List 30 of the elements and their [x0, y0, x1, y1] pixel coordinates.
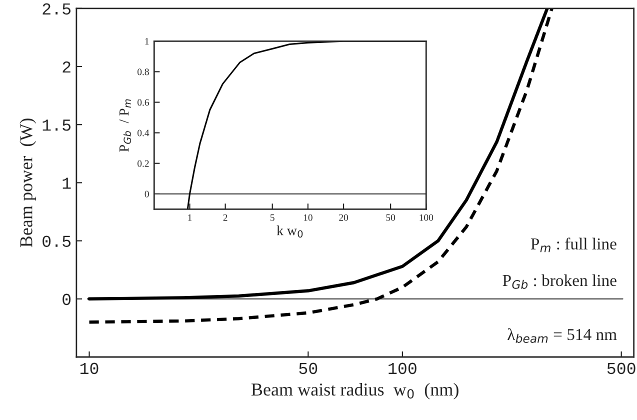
- y-axis-title: Beam power (W): [20, 118, 36, 248]
- x-tick-label: 50: [386, 214, 396, 221]
- y-tick-label: 1: [62, 178, 71, 189]
- y-tick-label: 0.2: [138, 160, 149, 167]
- x-tick-label: 100: [388, 362, 416, 374]
- x-tick-label: 20: [339, 214, 348, 221]
- y-tick-label: 0: [62, 294, 71, 306]
- y-tick-label: 0.6: [138, 99, 150, 106]
- annotation: λ$_{beam}$ = 514 nm: [508, 328, 617, 343]
- annotation: P$_{Gb}$ : broken line: [502, 274, 616, 289]
- x-tick-label: 10: [304, 214, 312, 221]
- x-tick-label: 1: [188, 214, 192, 221]
- x-tick-label: 100: [420, 214, 434, 221]
- x-tick-label: 2: [223, 214, 228, 221]
- y-axis-title: P$_{Gb}$ / P$_{m}$: [119, 99, 132, 152]
- y-tick-label: 0.4: [138, 130, 150, 136]
- x-tick-label: 5: [270, 214, 274, 221]
- annotation: P$_{m}$ : full line: [530, 238, 616, 252]
- y-tick-label: 1: [145, 38, 149, 45]
- x-tick-label: 500: [607, 362, 636, 374]
- y-tick-label: 1.5: [42, 120, 71, 131]
- x-axis-title: k w$_{0}$: [276, 226, 303, 238]
- x-tick-label: 50: [299, 362, 318, 374]
- x-axis-title: Beam waist radius w$_{0}$ (nm): [251, 382, 458, 400]
- y-tick-label: 0: [144, 190, 149, 198]
- y-tick-label: 0.5: [42, 236, 71, 248]
- y-tick-label: 2.5: [42, 3, 71, 15]
- x-tick-label: 10: [80, 362, 98, 374]
- y-tick-label: 2: [62, 61, 70, 73]
- y-tick-label: 0.8: [138, 68, 149, 76]
